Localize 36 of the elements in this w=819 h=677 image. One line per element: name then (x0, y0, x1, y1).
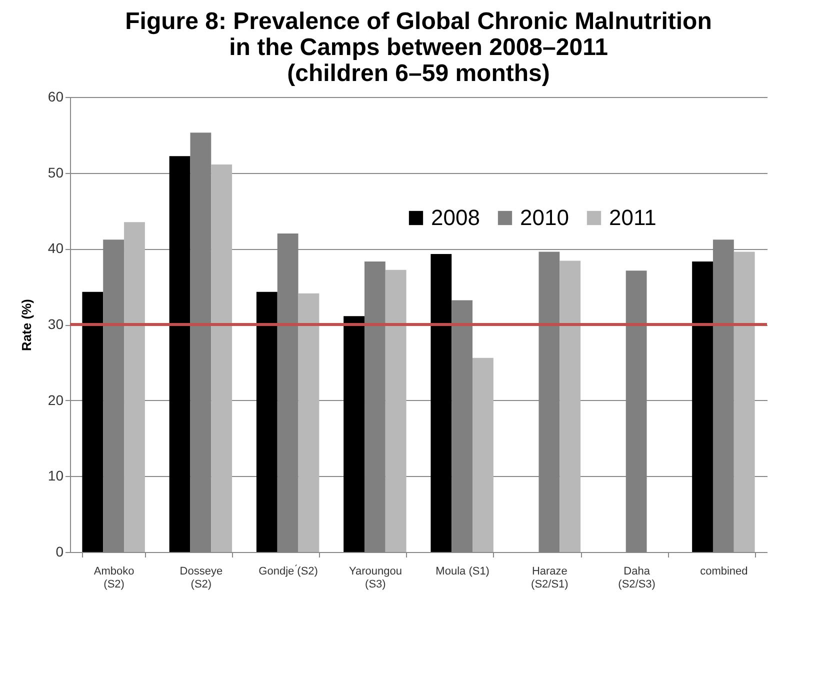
bar (298, 293, 320, 552)
bar (734, 252, 755, 552)
bar (190, 132, 212, 552)
bar (256, 292, 278, 552)
bar (344, 316, 364, 552)
bar (211, 164, 232, 552)
legend-label: 2011 (609, 205, 656, 230)
x-tick-label: Dosseye (S2) (180, 566, 223, 590)
y-tick-label: 40 (48, 240, 64, 256)
x-tick-label: Gondje ́(S2) (258, 564, 318, 578)
y-tick-label: 10 (48, 468, 64, 484)
bar (692, 262, 713, 552)
bar (364, 262, 386, 552)
y-tick-label: 50 (48, 164, 64, 180)
x-tick-label: combined (700, 566, 748, 578)
y-tick-label: 20 (48, 392, 64, 408)
x-tick-label: Haraze (S2/S1) (531, 566, 568, 590)
chart-title: Figure 8: Prevalence of Global Chronic Malnutrition in the Camps between 2008–2011 (children 6–59 months) (125, 8, 712, 87)
y-axis-title: Rate (%) (18, 298, 34, 352)
bar (124, 222, 145, 552)
legend-label: 2010 (520, 205, 569, 230)
bar (430, 254, 452, 552)
bar (560, 260, 581, 552)
bar (169, 156, 190, 552)
x-tick-label: Daha (S2/S3) (618, 566, 656, 590)
y-tick-label: 30 (48, 316, 64, 332)
bar (472, 358, 494, 552)
legend-label: 2008 (431, 205, 480, 230)
x-tick-label: Yaroungou (S3) (348, 566, 402, 590)
x-tick-label: Amboko (S2) (94, 566, 134, 590)
bar (452, 300, 473, 552)
x-tick-label: Moula (S1) (436, 566, 490, 578)
bar (82, 292, 104, 552)
bar (385, 270, 406, 552)
y-tick-label: 0 (56, 544, 64, 560)
y-tick-label: 60 (48, 88, 64, 104)
